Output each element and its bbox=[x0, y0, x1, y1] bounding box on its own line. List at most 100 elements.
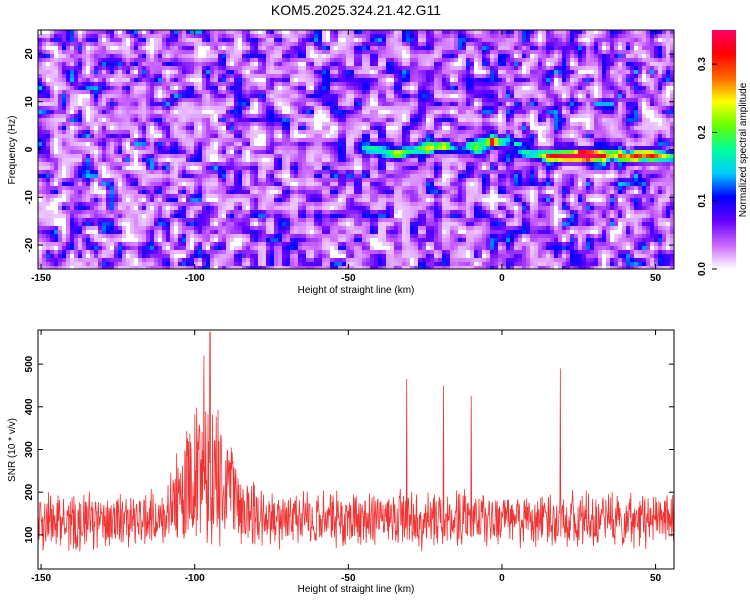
heatmap-cell bbox=[358, 110, 362, 114]
heatmap-cell bbox=[230, 94, 234, 98]
heatmap-cell bbox=[54, 82, 58, 86]
heatmap-cell bbox=[70, 58, 74, 62]
heatmap-cell bbox=[522, 130, 526, 134]
heatmap-cell bbox=[338, 46, 342, 50]
heatmap-cell bbox=[438, 106, 442, 110]
heatmap-cell bbox=[438, 134, 442, 138]
heatmap-cell bbox=[486, 138, 490, 142]
heatmap-cell bbox=[146, 106, 150, 110]
heatmap-cell bbox=[614, 34, 618, 38]
heatmap-cell bbox=[98, 142, 102, 146]
heatmap-cell bbox=[510, 30, 514, 34]
heatmap-cell bbox=[438, 98, 442, 102]
heatmap-cell bbox=[106, 130, 110, 134]
heatmap-cell bbox=[494, 142, 498, 146]
heatmap-cell bbox=[78, 34, 82, 38]
heatmap-cell bbox=[234, 146, 238, 150]
heatmap-cell bbox=[286, 34, 290, 38]
heatmap-cell bbox=[510, 122, 514, 126]
heatmap-cell bbox=[54, 34, 58, 38]
heatmap-cell bbox=[446, 66, 450, 70]
heatmap-cell bbox=[294, 110, 298, 114]
heatmap-cell bbox=[142, 122, 146, 126]
heatmap-cell bbox=[598, 70, 602, 74]
heatmap-cell bbox=[570, 110, 574, 114]
heatmap-cell bbox=[486, 106, 490, 110]
heatmap-cell bbox=[638, 142, 642, 146]
heatmap-cell bbox=[258, 62, 262, 66]
heatmap-cell bbox=[358, 58, 362, 62]
heatmap-cell bbox=[670, 82, 674, 86]
heatmap-cell bbox=[430, 50, 434, 54]
heatmap-cell bbox=[410, 150, 414, 154]
heatmap-cell bbox=[514, 138, 518, 142]
heatmap-cell bbox=[370, 138, 374, 142]
heatmap-cell bbox=[230, 70, 234, 74]
heatmap-cell bbox=[186, 90, 190, 94]
heatmap-cell bbox=[634, 118, 638, 122]
heatmap-cell bbox=[646, 146, 650, 150]
heatmap-cell bbox=[266, 106, 270, 110]
heatmap-cell bbox=[438, 34, 442, 38]
heatmap-cell bbox=[346, 102, 350, 106]
heatmap-cell bbox=[58, 82, 62, 86]
heatmap-cell bbox=[462, 110, 466, 114]
heatmap-cell bbox=[138, 146, 142, 150]
heatmap-cell bbox=[226, 62, 230, 66]
heatmap-cell bbox=[646, 142, 650, 146]
heatmap-cell bbox=[506, 146, 510, 150]
heatmap-cell bbox=[78, 38, 82, 42]
heatmap-cell bbox=[558, 82, 562, 86]
heatmap-cell bbox=[418, 114, 422, 118]
heatmap-cell bbox=[454, 102, 458, 106]
heatmap-cell bbox=[50, 102, 54, 106]
heatmap-cell bbox=[110, 110, 114, 114]
heatmap-cell bbox=[614, 118, 618, 122]
heatmap-cell bbox=[598, 110, 602, 114]
heatmap-cell bbox=[178, 46, 182, 50]
heatmap-cell bbox=[114, 94, 118, 98]
heatmap-cell bbox=[114, 118, 118, 122]
heatmap-cell bbox=[482, 130, 486, 134]
heatmap-cell bbox=[270, 150, 274, 154]
heatmap-cell bbox=[38, 34, 42, 38]
heatmap-cell bbox=[610, 158, 614, 162]
heatmap-cell bbox=[342, 158, 346, 162]
heatmap-cell bbox=[94, 82, 98, 86]
heatmap-cell bbox=[242, 110, 246, 114]
heatmap-cell bbox=[278, 158, 282, 162]
heatmap-cell bbox=[458, 50, 462, 54]
heatmap-cell bbox=[518, 66, 522, 70]
heatmap-cell bbox=[494, 86, 498, 90]
heatmap-cell bbox=[626, 106, 630, 110]
heatmap-cell bbox=[670, 118, 674, 122]
heatmap-cell bbox=[134, 94, 138, 98]
heatmap-cell bbox=[502, 38, 506, 42]
heatmap-cell bbox=[66, 54, 70, 58]
heatmap-cell bbox=[290, 50, 294, 54]
heatmap-cell bbox=[570, 146, 574, 150]
heatmap-cell bbox=[130, 90, 134, 94]
heatmap-cell bbox=[38, 122, 42, 126]
heatmap-cell bbox=[226, 126, 230, 130]
heatmap-cell bbox=[342, 42, 346, 46]
heatmap-cell bbox=[402, 82, 406, 86]
heatmap-cell bbox=[42, 74, 46, 78]
heatmap-cell bbox=[126, 158, 130, 162]
heatmap-cell bbox=[538, 78, 542, 82]
heatmap-cell bbox=[262, 70, 266, 74]
heatmap-cell bbox=[178, 86, 182, 90]
heatmap-cell bbox=[202, 154, 206, 158]
heatmap-cell bbox=[294, 158, 298, 162]
heatmap-cell bbox=[210, 54, 214, 58]
heatmap-cell bbox=[518, 46, 522, 50]
heatmap-cell bbox=[202, 30, 206, 34]
heatmap-cell bbox=[626, 30, 630, 34]
heatmap-cell bbox=[118, 50, 122, 54]
heatmap-cell bbox=[502, 30, 506, 34]
heatmap-cell bbox=[654, 122, 658, 126]
heatmap-cell bbox=[650, 58, 654, 62]
heatmap-cell bbox=[38, 154, 42, 158]
heatmap-cell bbox=[474, 34, 478, 38]
heatmap-cell bbox=[302, 54, 306, 58]
